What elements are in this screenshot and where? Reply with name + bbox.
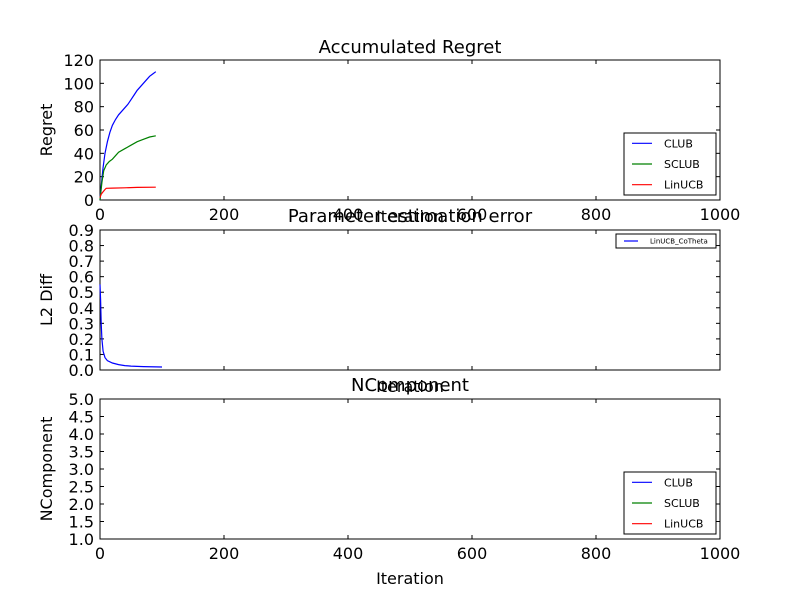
y-tick-label: 0.1	[69, 345, 94, 364]
legend-box	[615, 233, 717, 249]
legend-entry-label: SCLUB	[664, 497, 700, 510]
series-line-club	[99, 71, 157, 201]
x-axis-label: Iteration	[376, 569, 444, 588]
legend: CLUB SCLUB LinUCB	[623, 132, 717, 196]
series-line-linucb	[99, 186, 156, 198]
legend: CLUB SCLUB LinUCB	[623, 471, 717, 535]
x-tick-label: 1000	[700, 205, 741, 224]
x-tick-label: 400	[333, 205, 364, 224]
y-tick-label: 120	[63, 51, 94, 70]
x-tick-label: 0	[95, 544, 105, 563]
y-tick-label: 1.5	[69, 513, 94, 532]
x-tick-label: 600	[457, 205, 488, 224]
chart-title: Accumulated Regret	[319, 37, 502, 58]
x-tick-label: 0	[95, 205, 105, 224]
y-tick-label: 0.3	[69, 314, 94, 333]
legend: LinUCB_CoTheta	[615, 233, 717, 249]
y-tick-label: 2.5	[69, 478, 94, 497]
y-axis-label: L2 Diff	[37, 273, 56, 326]
y-tick-label: 2.0	[69, 495, 94, 514]
y-tick-label: 20	[74, 168, 94, 187]
y-tick-label: 0	[84, 191, 94, 210]
legend-entry-label: LinUCB	[664, 518, 703, 531]
x-tick-label: 1000	[700, 544, 741, 563]
chart-panel-2: 1.01.52.02.53.03.54.04.55.0 0 200 400 600 800…	[37, 375, 740, 588]
x-tick-label: 800	[581, 205, 612, 224]
x-tick-label: 400	[333, 544, 364, 563]
y-tick-label: 1.0	[69, 530, 94, 549]
chart-title: Parameter estimation error	[288, 206, 533, 227]
y-tick-label: 100	[63, 74, 94, 93]
x-tick-label: 800	[581, 544, 612, 563]
y-tick-label: 0.0	[69, 361, 94, 380]
series-line-sclub	[99, 135, 156, 201]
y-tick-label: 40	[74, 144, 94, 163]
x-tick-label: 600	[457, 544, 488, 563]
y-axis-label: Regret	[37, 104, 56, 157]
y-axis-label: NComponent	[37, 417, 56, 522]
y-tick-label: 80	[74, 98, 94, 117]
y-tick-label: 4.0	[69, 425, 94, 444]
x-tick-label: 200	[209, 544, 240, 563]
y-tick-label: 60	[74, 121, 94, 140]
y-tick-label: 3.5	[69, 443, 94, 462]
y-tick-label: 0.8	[69, 237, 94, 256]
y-tick-label: 4.5	[69, 408, 94, 427]
y-tick-label: 0.6	[69, 268, 94, 287]
chart-title: NComponent	[351, 375, 469, 396]
y-tick-label: 5.0	[69, 390, 94, 409]
chart-panel-1: 0.00.10.20.30.40.50.60.70.80.9 Iteration L…	[37, 206, 721, 396]
legend-entry-label: SCLUB	[664, 158, 700, 171]
y-tick-label: 0.9	[69, 221, 94, 240]
y-tick-label: 0.5	[69, 283, 94, 302]
legend-entry-label: CLUB	[664, 137, 693, 150]
x-axis-label: Iteration	[376, 207, 444, 226]
x-axis-label: Iteration	[376, 377, 444, 396]
y-tick-label: 0.4	[69, 299, 94, 318]
legend-entry-label: CLUB	[664, 476, 693, 489]
y-tick-label: 0.7	[69, 252, 94, 271]
legend-entry-label: LinUCB_CoTheta	[650, 238, 708, 246]
y-tick-label: 0.2	[69, 330, 94, 349]
legend-entry-label: LinUCB	[664, 179, 703, 192]
x-tick-label: 200	[209, 205, 240, 224]
series-line-linucb-cotheta	[99, 284, 163, 368]
y-tick-label: 3.0	[69, 460, 94, 479]
